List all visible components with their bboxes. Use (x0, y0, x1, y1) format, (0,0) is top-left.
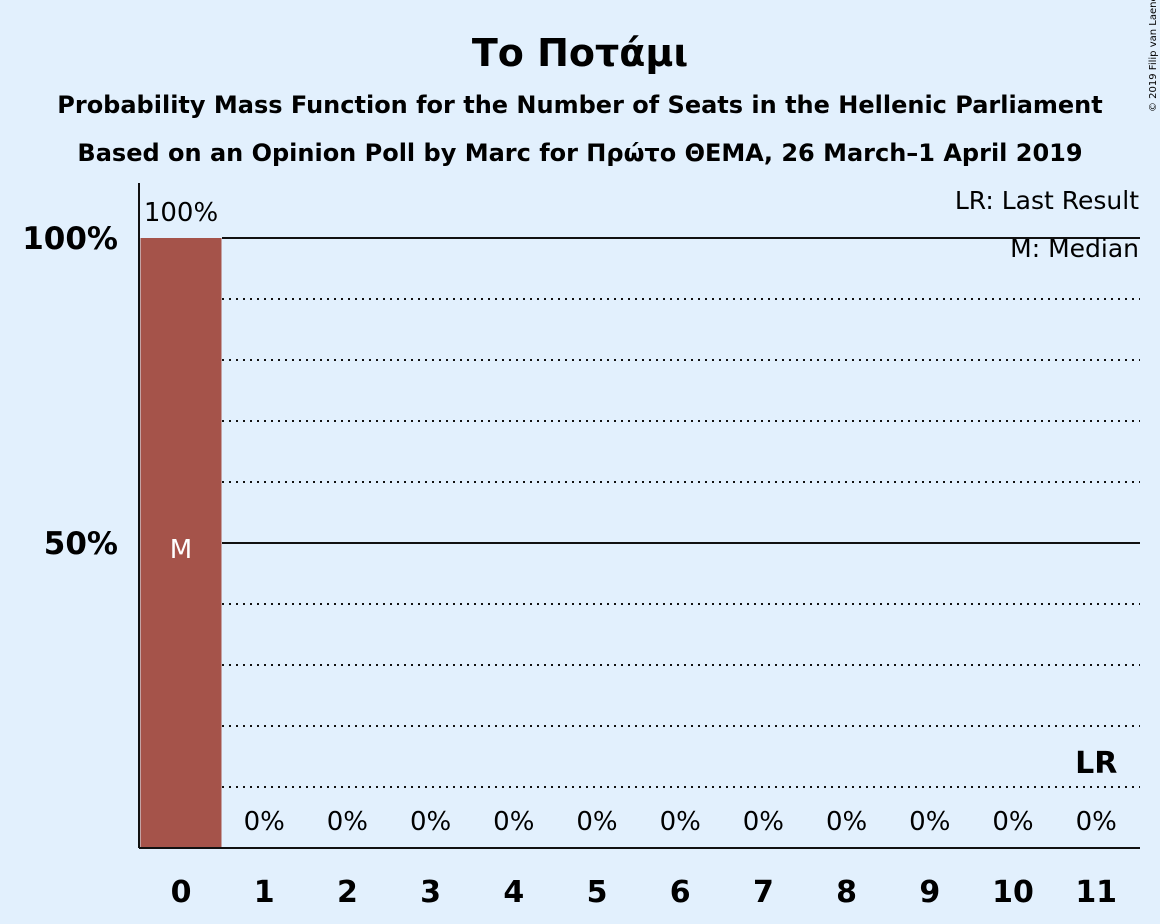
bar-value-label: 0% (410, 807, 451, 837)
bar-value-label: 0% (244, 807, 285, 837)
y-tick-label: 100% (22, 221, 118, 257)
x-tick-label: 9 (919, 875, 940, 910)
y-tick-label: 50% (44, 526, 118, 562)
bar-value-label: 0% (909, 807, 950, 837)
bar-value-label: 0% (660, 807, 701, 837)
median-marker: M (170, 535, 192, 565)
bar-seats-0 (140, 238, 222, 848)
bars (140, 238, 222, 848)
chart-subtitle-1: Probability Mass Function for the Number… (57, 91, 1102, 119)
bar-value-label: 0% (576, 807, 617, 837)
copyright-credit: © 2019 Filip van Laenen (1148, 0, 1159, 112)
last-result-marker: LR (1075, 746, 1117, 781)
x-tick-label: 10 (992, 875, 1034, 910)
gridlines (222, 237, 1140, 788)
bar-value-label: 100% (144, 198, 218, 228)
x-tick-label: 4 (503, 875, 524, 910)
legend-last-result: LR: Last Result (955, 186, 1139, 215)
chart-title: Το Ποτάμι (472, 31, 688, 75)
x-tick-label: 1 (254, 875, 275, 910)
bar-value-label: 0% (493, 807, 534, 837)
x-axis-ticks: 0 1 2 3 4 5 6 7 8 9 10 11 (171, 875, 1118, 910)
y-axis-ticks: 50% 100% (22, 221, 118, 562)
x-tick-label: 8 (836, 875, 857, 910)
bar-value-label: 0% (1076, 807, 1117, 837)
x-tick-label: 11 (1075, 875, 1117, 910)
bar-value-label: 0% (743, 807, 784, 837)
x-tick-label: 3 (420, 875, 441, 910)
bar-value-label: 0% (826, 807, 867, 837)
bar-value-label: 0% (327, 807, 368, 837)
bar-value-label: 0% (992, 807, 1033, 837)
x-tick-label: 5 (587, 875, 608, 910)
x-tick-label: 2 (337, 875, 358, 910)
chart-subtitle-2: Based on an Opinion Poll by Marc for Πρώ… (77, 139, 1082, 167)
x-tick-label: 7 (753, 875, 774, 910)
x-tick-label: 0 (171, 875, 192, 910)
x-tick-label: 6 (670, 875, 691, 910)
bar-value-labels: 100% 0% 0% 0% 0% 0% 0% 0% 0% 0% 0% 0% M LR (144, 198, 1117, 837)
legend-median: M: Median (1010, 234, 1139, 263)
